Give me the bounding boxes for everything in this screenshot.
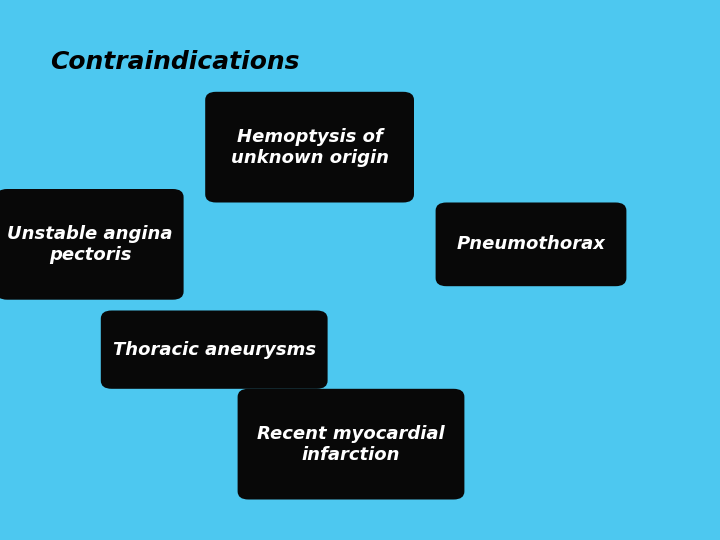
Text: Contraindications: Contraindications: [50, 50, 300, 74]
Text: Hemoptysis of
unknown origin: Hemoptysis of unknown origin: [230, 128, 389, 166]
Text: Thoracic aneurysms: Thoracic aneurysms: [112, 341, 316, 359]
FancyBboxPatch shape: [436, 202, 626, 286]
Text: Recent myocardial
infarction: Recent myocardial infarction: [257, 425, 445, 463]
FancyBboxPatch shape: [0, 189, 184, 300]
Text: Pneumothorax: Pneumothorax: [456, 235, 606, 253]
FancyBboxPatch shape: [101, 310, 328, 389]
FancyBboxPatch shape: [205, 92, 414, 202]
Text: Unstable angina
pectoris: Unstable angina pectoris: [7, 225, 173, 264]
FancyBboxPatch shape: [238, 389, 464, 500]
